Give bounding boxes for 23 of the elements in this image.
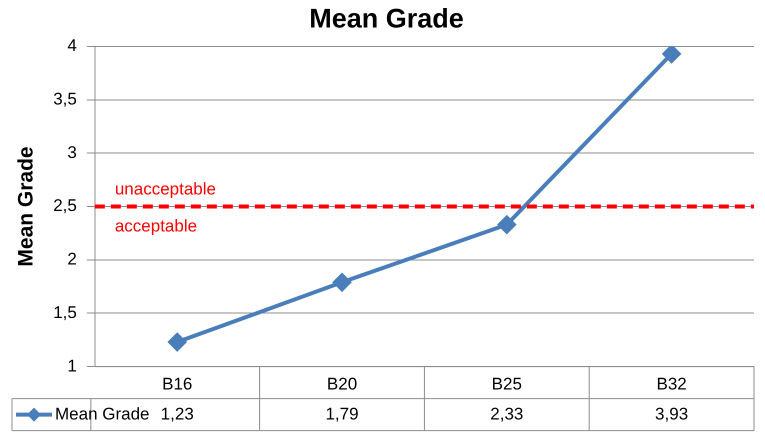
y-tick-label: 3,5 (53, 89, 77, 108)
data-label: 2,33 (490, 404, 524, 424)
point (498, 216, 516, 234)
point (333, 273, 352, 292)
x-tick-label: B16 (162, 374, 192, 394)
x-tick-label: B25 (492, 374, 522, 394)
y-axis-title: Mean Grade (14, 146, 38, 267)
y-tick-label: 1 (67, 356, 77, 376)
annotation: acceptable (114, 216, 198, 236)
chart-title: Mean Grade (309, 4, 464, 34)
y-tick-label: 4 (67, 36, 77, 56)
y-tick-label: 3 (67, 142, 77, 162)
y-tick-label: 1,5 (53, 302, 77, 322)
data-label: 1,79 (325, 404, 359, 424)
point (662, 46, 681, 63)
point (168, 333, 186, 352)
y-tick-label: 2 (67, 250, 77, 269)
ref-line-label: unacceptable (114, 180, 216, 199)
data-label: 1,23 (160, 404, 194, 424)
x-tick-label: B32 (656, 374, 687, 394)
y-tick-label: 2,5 (53, 196, 77, 216)
data-label: 3,93 (655, 404, 688, 424)
x-tick-label: B20 (326, 374, 358, 394)
